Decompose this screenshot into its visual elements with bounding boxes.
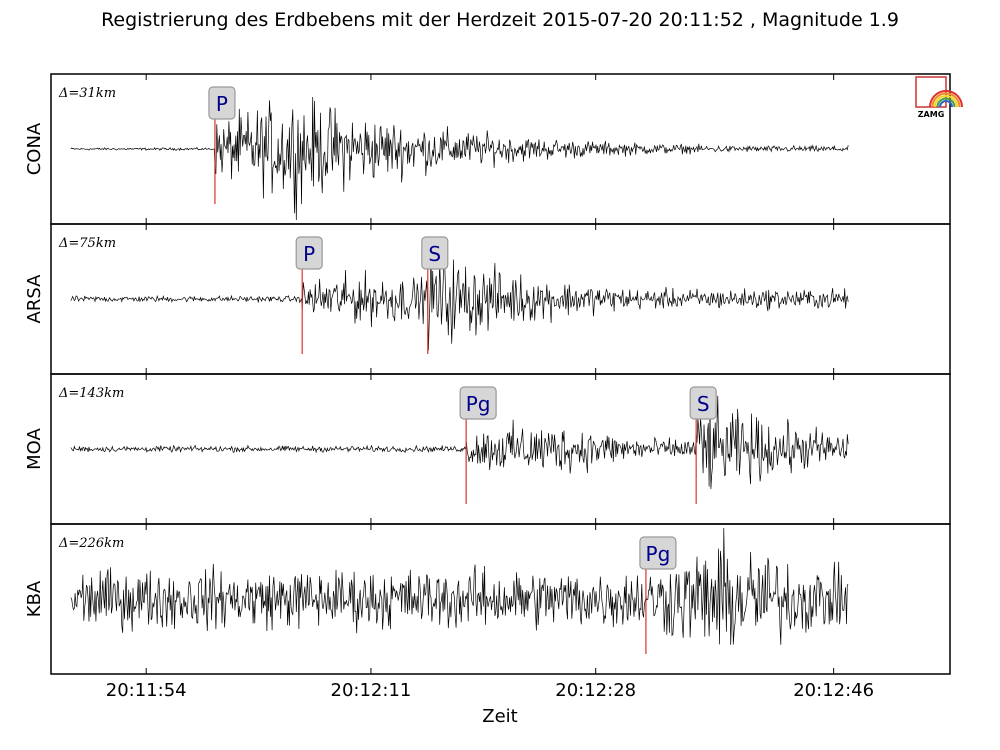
pick-label-p: P bbox=[216, 92, 228, 116]
panel-frame bbox=[50, 373, 951, 525]
logo-arc bbox=[929, 90, 963, 108]
logo-arc bbox=[931, 92, 961, 108]
x-axis: 20:11:54 20:12:11 20:12:28 20:12:46 bbox=[106, 680, 874, 701]
distance-label: Δ=75km bbox=[58, 236, 116, 251]
zamg-logo: ZAMG bbox=[915, 76, 963, 119]
station-label: KBA bbox=[24, 580, 45, 617]
pick-badge-pg bbox=[459, 386, 497, 420]
pick-label-pg: Pg bbox=[646, 542, 671, 566]
pick-badge-p bbox=[208, 86, 236, 120]
panel-cona: CONA Δ=31km P bbox=[24, 73, 951, 225]
distance-label: Δ=143km bbox=[58, 386, 124, 401]
waveform-arsa bbox=[70, 252, 849, 351]
pick-label-pg: Pg bbox=[466, 392, 491, 416]
panel-kba: KBA Δ=226km Pg bbox=[24, 523, 951, 675]
station-label: MOA bbox=[24, 427, 45, 469]
pick-label-s: S bbox=[428, 242, 441, 266]
pick-label-s: S bbox=[697, 392, 710, 416]
panel-moa: MOA Δ=143km Pg S bbox=[24, 373, 951, 525]
chart-title: Registrierung des Erdbebens mit der Herd… bbox=[101, 9, 899, 31]
panel-arsa: ARSA Δ=75km P S bbox=[24, 223, 951, 375]
panels-layer: CONA Δ=31km P ARSA Δ=75km P S MOA Δ=143km Pg S KBA Δ… bbox=[24, 73, 951, 675]
panel-frame bbox=[50, 523, 951, 675]
logo-text: ZAMG bbox=[918, 110, 945, 119]
pick-badge-p bbox=[295, 236, 323, 270]
waveform-moa bbox=[70, 395, 849, 490]
pick-badge-s bbox=[689, 386, 717, 420]
logo-arc bbox=[936, 97, 956, 108]
x-axis-label: Zeit bbox=[482, 706, 517, 727]
pick-badge-s bbox=[421, 236, 449, 270]
distance-label: Δ=31km bbox=[58, 86, 116, 101]
distance-label: Δ=226km bbox=[58, 536, 124, 551]
logo-arc bbox=[939, 100, 953, 108]
pick-badge-pg bbox=[639, 536, 677, 570]
station-label: ARSA bbox=[24, 274, 45, 324]
x-tick-label: 20:12:11 bbox=[331, 680, 412, 701]
x-tick-label: 20:12:28 bbox=[555, 680, 636, 701]
waveform-cona bbox=[70, 96, 849, 221]
x-tick-label: 20:12:46 bbox=[793, 680, 874, 701]
pick-label-p: P bbox=[303, 242, 315, 266]
x-tick-label: 20:11:54 bbox=[106, 680, 187, 701]
waveform-kba bbox=[70, 527, 849, 645]
station-label: CONA bbox=[24, 122, 45, 175]
logo-arc bbox=[934, 95, 958, 108]
